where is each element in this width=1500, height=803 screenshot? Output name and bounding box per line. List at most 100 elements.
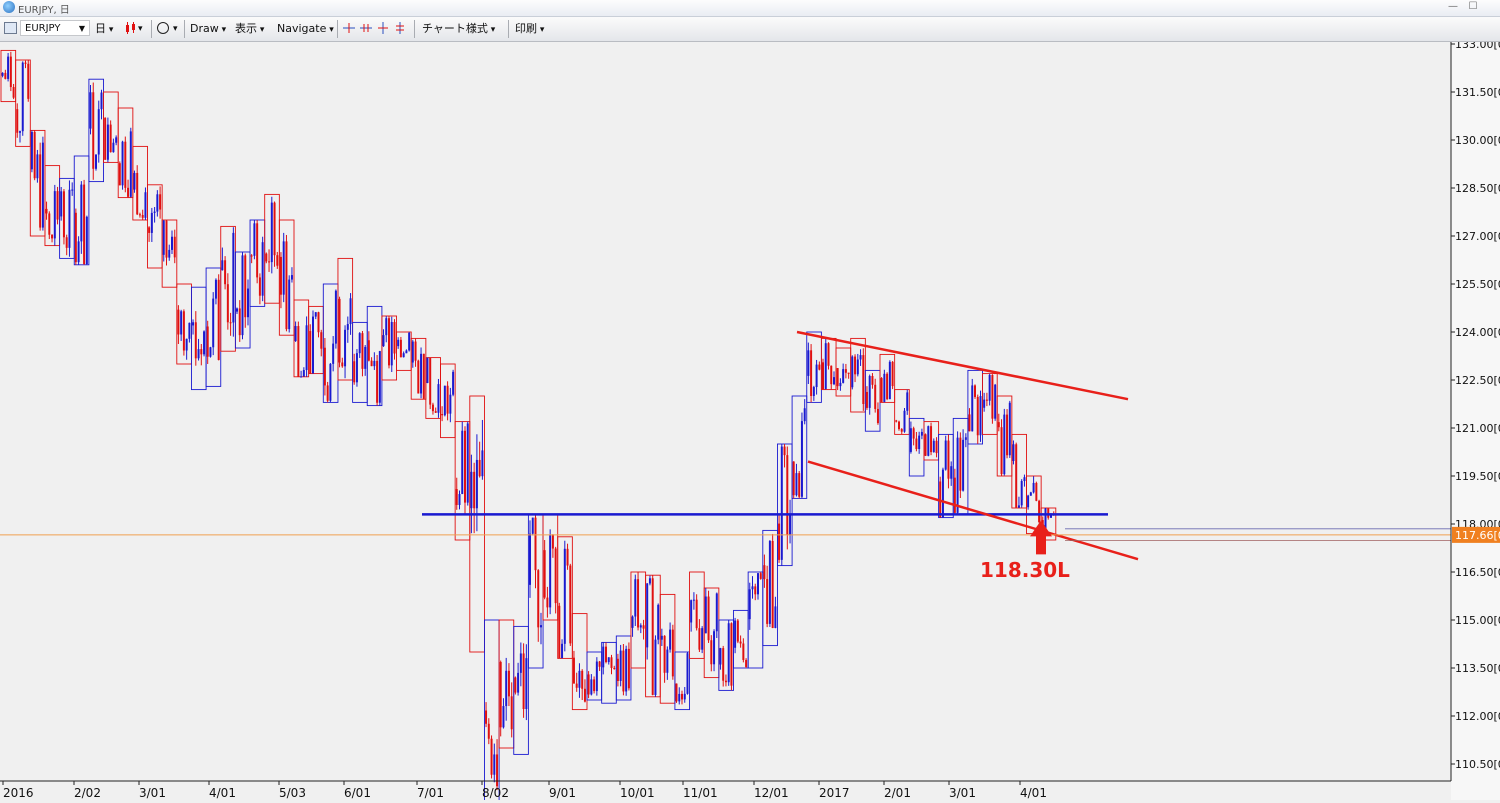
candle-body bbox=[874, 384, 877, 409]
chart-area[interactable]: 118.30L 133.00[0 131.50[0 130.00[0 128.50[0 1… bbox=[0, 38, 1500, 803]
candle-body bbox=[851, 356, 854, 388]
candle-body bbox=[531, 517, 534, 534]
candle-body bbox=[1000, 427, 1003, 475]
weekly-range-box bbox=[337, 257, 354, 381]
candle-body bbox=[827, 343, 830, 366]
candle-body bbox=[224, 260, 227, 285]
view-menu[interactable]: 表示 bbox=[235, 20, 264, 38]
candle-body bbox=[944, 440, 947, 470]
zoom-in-y-icon[interactable] bbox=[376, 21, 390, 35]
candle-body bbox=[127, 187, 130, 197]
candle-body bbox=[405, 350, 408, 354]
candle-body bbox=[836, 368, 839, 387]
print-menu[interactable]: 印刷 bbox=[515, 20, 544, 38]
weekly-range-box bbox=[879, 353, 896, 403]
candle-body bbox=[1027, 495, 1030, 508]
candlestick-type-glyph bbox=[126, 22, 135, 34]
zoom-out-x-icon[interactable] bbox=[359, 21, 373, 35]
candle-body bbox=[48, 213, 51, 235]
candle-body bbox=[214, 279, 217, 299]
candle-body bbox=[815, 364, 818, 388]
candle-body bbox=[68, 189, 71, 248]
symbol-select[interactable]: EURJPY ▼ bbox=[20, 20, 90, 36]
circle-tool-glyph bbox=[157, 22, 169, 34]
candle-body bbox=[60, 191, 63, 217]
time-tick-label: 10/01 bbox=[620, 786, 655, 800]
maximize-icon[interactable]: ☐ bbox=[1468, 1, 1478, 12]
chart-type-dropdown-icon[interactable]: ▾ bbox=[138, 24, 143, 34]
chart-style-menu[interactable]: チャート様式 bbox=[422, 20, 495, 38]
candle-body bbox=[906, 392, 909, 411]
candle-body bbox=[886, 373, 889, 400]
candle-body bbox=[1044, 508, 1047, 532]
price-tick-label: 130.00[0 bbox=[1455, 134, 1500, 147]
time-tick-label: 2/02 bbox=[74, 786, 101, 800]
candle-body bbox=[282, 241, 285, 295]
candle-body bbox=[16, 109, 19, 133]
draw-menu[interactable]: Draw bbox=[190, 20, 226, 38]
candle-body bbox=[51, 234, 54, 239]
candle-body bbox=[185, 338, 188, 351]
candle-body bbox=[583, 688, 586, 702]
candle-body bbox=[136, 172, 139, 215]
zoom-out-x-glyph bbox=[360, 24, 372, 32]
minimize-icon[interactable]: — bbox=[1448, 1, 1458, 12]
zoom-out-y-icon[interactable] bbox=[393, 21, 407, 35]
candle-body bbox=[602, 646, 605, 668]
candle-body bbox=[751, 586, 754, 590]
candle-body bbox=[953, 477, 956, 513]
candle-body bbox=[1029, 492, 1032, 496]
candle-body bbox=[226, 284, 229, 323]
candle-body bbox=[1017, 505, 1020, 508]
channel-upper-line[interactable] bbox=[796, 330, 1129, 401]
candle-body bbox=[616, 658, 619, 681]
candle-body bbox=[232, 232, 235, 323]
candle-body bbox=[300, 376, 303, 378]
weekly-range-box bbox=[278, 219, 295, 336]
candle-body bbox=[206, 326, 209, 357]
candle-body bbox=[947, 440, 950, 479]
zoom-in-x-icon[interactable] bbox=[342, 21, 356, 35]
candle-body bbox=[950, 466, 953, 479]
candle-body bbox=[669, 629, 672, 650]
candle-body bbox=[21, 62, 24, 132]
candle-body bbox=[33, 131, 36, 179]
candle-body bbox=[431, 404, 434, 412]
candle-body bbox=[830, 365, 833, 385]
candle-body bbox=[388, 318, 390, 366]
toolbar-separator bbox=[184, 20, 185, 38]
candle-body bbox=[639, 625, 642, 628]
candle-body bbox=[786, 455, 789, 535]
candle-body bbox=[959, 437, 962, 491]
navigate-menu[interactable]: Navigate bbox=[277, 20, 334, 38]
candle-body bbox=[771, 541, 774, 628]
candle-body bbox=[45, 208, 48, 214]
candle-body bbox=[519, 653, 522, 673]
time-tick-label: 12/01 bbox=[754, 786, 789, 800]
candle-body bbox=[288, 279, 291, 330]
candle-body bbox=[974, 385, 976, 397]
candle-body bbox=[247, 288, 249, 318]
candle-body bbox=[514, 677, 517, 693]
channel-lower-line[interactable] bbox=[807, 460, 1139, 561]
candle-body bbox=[701, 628, 704, 650]
price-chart[interactable]: 118.30L 133.00[0 131.50[0 130.00[0 128.50[0 1… bbox=[0, 38, 1500, 803]
zoom-in-y-glyph bbox=[378, 22, 388, 34]
candle-body bbox=[493, 754, 496, 775]
circle-tool-icon[interactable] bbox=[156, 21, 170, 35]
candle-body bbox=[153, 211, 156, 213]
toolbar-separator bbox=[508, 20, 509, 38]
candle-body bbox=[429, 357, 432, 405]
candle-body bbox=[671, 629, 674, 677]
price-axis[interactable] bbox=[1451, 42, 1500, 800]
timeframe-select[interactable]: 日 bbox=[95, 20, 113, 38]
candle-body bbox=[458, 494, 461, 505]
candle-body bbox=[417, 360, 420, 394]
chart-window-icon[interactable] bbox=[4, 22, 17, 34]
plot-background[interactable] bbox=[0, 42, 1451, 781]
shape-dropdown-icon[interactable]: ▾ bbox=[173, 24, 178, 34]
candlestick-type-icon[interactable] bbox=[124, 21, 138, 35]
candle-body bbox=[56, 191, 59, 220]
candle-body bbox=[203, 331, 206, 355]
candle-body bbox=[569, 565, 572, 644]
